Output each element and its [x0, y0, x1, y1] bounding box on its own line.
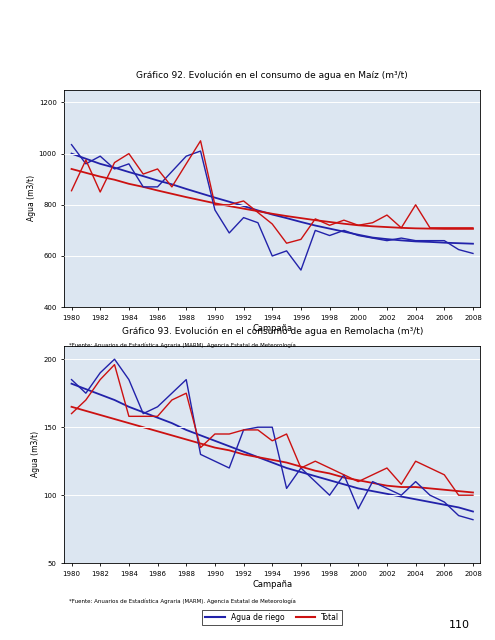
Text: *Fuente: Anuarios de Estadística Agraria (MARM). Agencia Estatal de Meteorología: *Fuente: Anuarios de Estadística Agraria… — [69, 598, 296, 604]
Legend: Agua de riego, Total: Agua de riego, Total — [202, 353, 342, 369]
Text: *Fuente: Anuarios de Estadística Agraria (MARM). Agencia Estatal de Meteorología: *Fuente: Anuarios de Estadística Agraria… — [69, 342, 296, 348]
Text: Gráfico 93. Evolución en el consumo de agua en Remolacha (m³/t): Gráfico 93. Evolución en el consumo de a… — [122, 326, 423, 336]
X-axis label: Campaña: Campaña — [252, 324, 293, 333]
X-axis label: Campaña: Campaña — [252, 580, 293, 589]
Y-axis label: Agua (m3/t): Agua (m3/t) — [32, 431, 41, 477]
Legend: Agua de riego, Total: Agua de riego, Total — [202, 609, 342, 625]
Y-axis label: Agua (m3/t): Agua (m3/t) — [27, 175, 36, 221]
Text: 110: 110 — [449, 620, 470, 630]
Text: Gráfico 92. Evolución en el consumo de agua en Maíz (m³/t): Gráfico 92. Evolución en el consumo de a… — [137, 70, 408, 80]
